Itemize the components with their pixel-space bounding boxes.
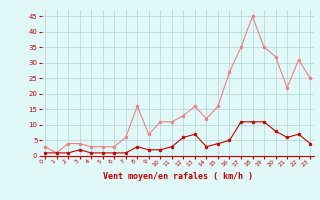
X-axis label: Vent moyen/en rafales ( km/h ): Vent moyen/en rafales ( km/h ): [103, 172, 252, 181]
